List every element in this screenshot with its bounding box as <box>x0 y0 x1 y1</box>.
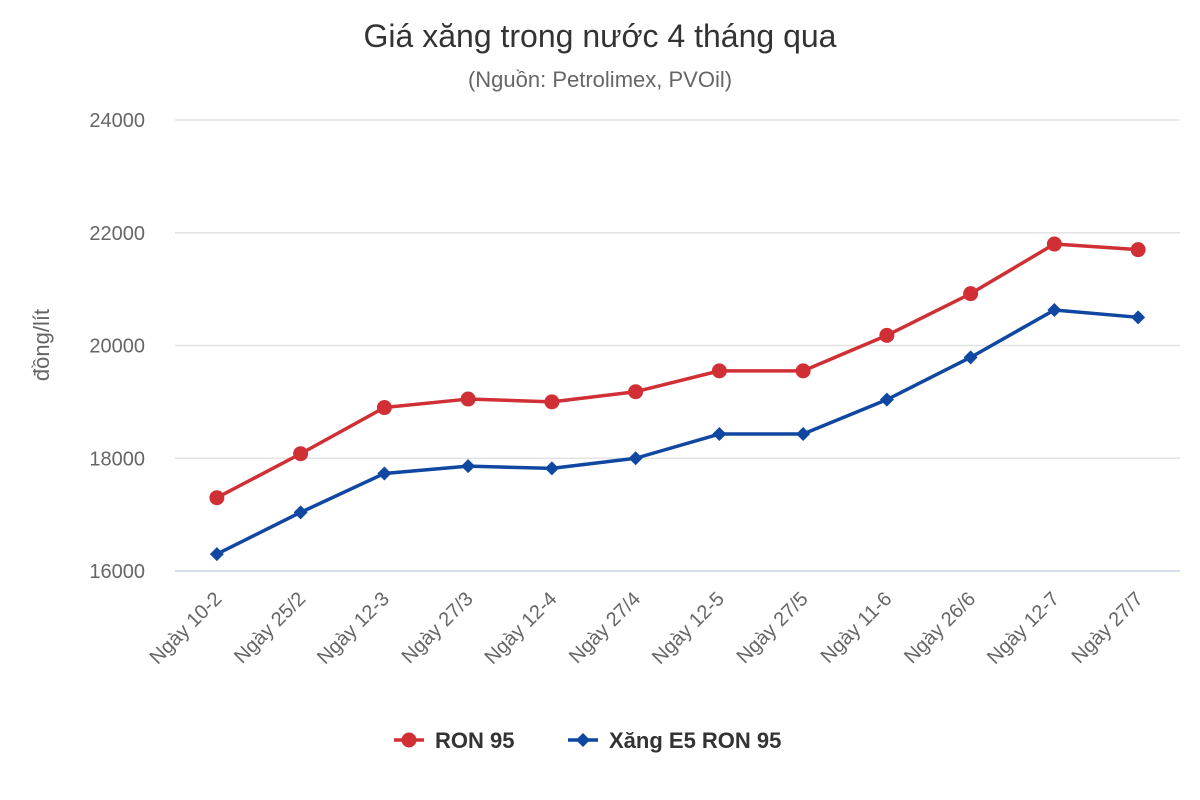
legend-item[interactable]: Xăng E5 RON 95 <box>568 728 781 753</box>
data-point[interactable] <box>1047 302 1062 317</box>
series-layer <box>209 236 1146 562</box>
data-point[interactable] <box>963 286 979 302</box>
x-tick-label: Ngày 11-6 <box>817 588 897 668</box>
y-tick-label: 24000 <box>89 110 145 132</box>
data-point[interactable] <box>293 505 308 520</box>
legend-item[interactable]: RON 95 <box>394 728 514 753</box>
x-tick-label: Ngày 12-5 <box>648 588 729 669</box>
x-tick-label: Ngày 27/4 <box>565 588 645 668</box>
x-tick-label: Ngày 27/3 <box>398 588 478 668</box>
x-tick-label: Ngày 12-7 <box>983 588 1064 669</box>
legend-circle-marker <box>401 732 417 748</box>
series-line <box>216 242 1139 500</box>
data-point[interactable] <box>209 547 224 562</box>
data-point[interactable] <box>795 363 811 379</box>
data-point[interactable] <box>377 466 392 481</box>
data-point[interactable] <box>460 391 476 407</box>
data-point[interactable] <box>1130 242 1146 258</box>
grid-lines <box>175 119 1180 572</box>
x-tick-label: Ngày 12-4 <box>481 588 562 669</box>
data-point[interactable] <box>461 459 476 474</box>
x-tick-label: Ngày 12-3 <box>313 588 394 669</box>
data-point[interactable] <box>879 327 895 343</box>
y-axis-label: đồng/lít <box>29 309 54 381</box>
y-tick-label: 20000 <box>89 336 145 358</box>
data-point[interactable] <box>879 392 894 407</box>
x-axis-ticks: Ngày 10-2 Ngày 25/2 Ngày 12-3 Ngày 27/3 Ngày… <box>146 588 1148 669</box>
data-point[interactable] <box>1131 310 1146 325</box>
x-tick-label: Ngày 27/7 <box>1068 588 1148 668</box>
x-tick-label: Ngày 10-2 <box>146 588 227 669</box>
series-2 <box>209 302 1146 562</box>
y-tick-label: 16000 <box>89 561 145 583</box>
legend[interactable]: RON 95 Xăng E5 RON 95 <box>394 728 781 753</box>
data-point[interactable] <box>711 363 727 379</box>
x-tick-label: Ngày 25/2 <box>230 588 310 668</box>
y-tick-label: 18000 <box>89 448 145 470</box>
series-line <box>216 308 1139 556</box>
data-point[interactable] <box>628 384 644 400</box>
data-point[interactable] <box>209 490 225 506</box>
data-point[interactable] <box>293 446 309 462</box>
data-point[interactable] <box>712 427 727 442</box>
chart-title: Giá xăng trong nước 4 tháng qua <box>364 18 837 54</box>
y-tick-label: 22000 <box>89 223 145 245</box>
data-point[interactable] <box>1046 236 1062 252</box>
x-tick-label: Ngày 26/6 <box>900 588 980 668</box>
data-point[interactable] <box>376 400 392 416</box>
y-axis-ticks: 16000 18000 20000 22000 24000 <box>89 110 145 583</box>
legend-label: RON 95 <box>435 728 514 753</box>
chart-subtitle: (Nguồn: Petrolimex, PVOil) <box>468 67 732 92</box>
data-point[interactable] <box>628 451 643 466</box>
x-tick-label: Ngày 27/5 <box>733 588 813 668</box>
data-point[interactable] <box>544 461 559 476</box>
legend-label: Xăng E5 RON 95 <box>609 728 781 753</box>
data-point[interactable] <box>963 350 978 365</box>
series-1 <box>209 236 1146 506</box>
legend-diamond-marker <box>576 733 590 747</box>
data-point[interactable] <box>544 394 560 410</box>
data-point[interactable] <box>796 427 811 442</box>
